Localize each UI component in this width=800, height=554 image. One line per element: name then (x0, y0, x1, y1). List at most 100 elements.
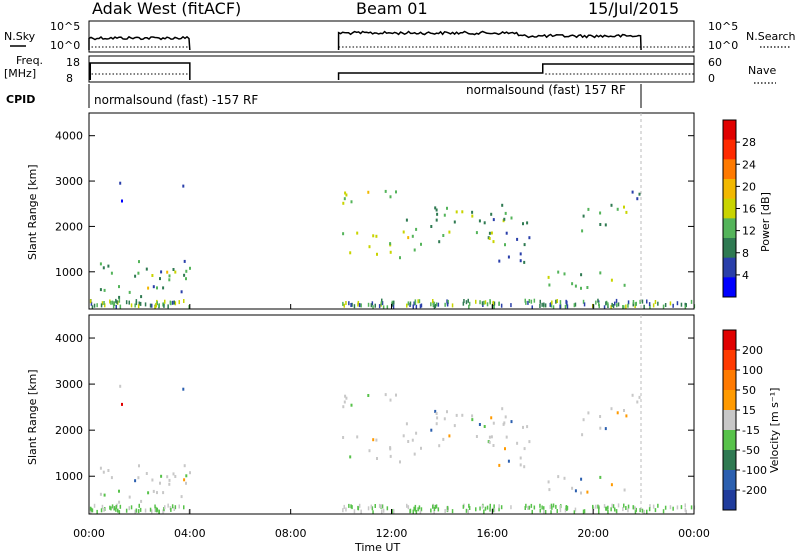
velocity-cell (406, 503, 408, 508)
power-cell (104, 303, 106, 308)
power-cell (414, 299, 417, 304)
velocity-cell (566, 505, 569, 510)
velocity-cell (360, 509, 362, 514)
power-cell (395, 190, 397, 194)
power-cell (343, 303, 345, 308)
velocity-cell (610, 407, 613, 411)
power-cell (533, 298, 536, 303)
power-cell (627, 303, 629, 308)
power-cell (586, 286, 589, 289)
velocity-cell (344, 394, 347, 398)
y-tick-label: 2000 (55, 220, 83, 233)
velocity-cell (381, 509, 383, 514)
velocity-cell (414, 504, 417, 509)
velocity-cell (490, 416, 493, 420)
power-cell (444, 302, 446, 307)
velocity-cell (382, 508, 385, 513)
power-cell (151, 274, 154, 277)
power-cell (580, 273, 583, 277)
velocity-cell (384, 393, 387, 397)
colorbar-tick-label: 50 (742, 384, 756, 397)
power-cell (528, 236, 531, 240)
velocity-cell (117, 508, 119, 513)
velocity-cell (493, 508, 496, 513)
power-cell (634, 302, 637, 307)
power-cell (468, 301, 471, 306)
velocity-cell (478, 423, 481, 426)
power-cell (489, 300, 491, 305)
power-cell (350, 200, 353, 204)
power-cell (378, 304, 381, 309)
velocity-cell (420, 446, 422, 450)
colorbar-swatch (723, 350, 736, 371)
velocity-cell (599, 415, 602, 418)
velocity-cell (115, 504, 117, 509)
velocity-cell (581, 433, 584, 437)
velocity-cell (641, 508, 644, 513)
velocity-cell (111, 504, 114, 509)
power-cell (498, 259, 501, 263)
power-cell (413, 248, 416, 252)
velocity-data-layer (89, 384, 696, 515)
power-cell (183, 299, 185, 303)
velocity-cell (409, 508, 412, 513)
velocity-cell (415, 431, 418, 435)
power-cell (652, 303, 655, 308)
power-cell (625, 210, 628, 214)
power-data-layer (89, 181, 696, 310)
colorbar-tick-label: 12 (742, 225, 756, 238)
power-cell (475, 299, 477, 304)
power-cell (625, 304, 627, 309)
power-cell (501, 203, 504, 207)
power-cell (539, 304, 541, 308)
velocity-cell (433, 507, 436, 512)
power-cell (582, 299, 585, 304)
velocity-cell (488, 440, 491, 444)
velocity-cell (99, 492, 102, 496)
velocity-cell (599, 426, 602, 430)
velocity-cell (348, 503, 350, 508)
power-cell (118, 298, 121, 303)
power-cell (435, 302, 438, 307)
velocity-cell (448, 434, 451, 438)
power-cell (99, 288, 102, 292)
power-cell (118, 285, 120, 289)
velocity-cell (166, 475, 169, 479)
power-cell (541, 302, 543, 307)
power-cell (156, 286, 158, 290)
power-cell (137, 304, 140, 309)
power-cell (523, 243, 526, 247)
power-cell (451, 303, 454, 308)
power-cell (627, 300, 630, 305)
power-cell (151, 303, 153, 308)
power-cell (453, 220, 456, 224)
power-cell (442, 234, 445, 237)
colorbar-swatch (723, 490, 736, 511)
power-cell (437, 302, 440, 307)
power-cell (367, 302, 370, 307)
power-cell (654, 300, 657, 304)
power-cell (676, 301, 679, 306)
velocity-cell (372, 510, 374, 515)
velocity-colorbar-label: Velocity [m s⁻¹] (768, 388, 781, 473)
power-cell (571, 282, 574, 286)
power-cell (119, 304, 122, 309)
velocity-cell (91, 508, 94, 513)
power-cell (479, 300, 481, 305)
x-tick-label: 20:00 (577, 527, 609, 540)
nsky-panel-frame (88, 20, 695, 53)
velocity-cell (543, 506, 545, 511)
velocity-cell (539, 508, 541, 513)
power-cell (500, 303, 503, 308)
velocity-cell (171, 504, 174, 509)
velocity-cell (182, 387, 185, 391)
velocity-cell (549, 505, 551, 510)
power-cell (411, 234, 414, 238)
velocity-cell (167, 503, 169, 508)
velocity-cell (185, 481, 187, 485)
power-cell (134, 303, 136, 308)
power-cell (564, 305, 567, 309)
velocity-cell (455, 413, 458, 417)
power-cell (672, 303, 674, 308)
velocity-cell (110, 506, 112, 511)
